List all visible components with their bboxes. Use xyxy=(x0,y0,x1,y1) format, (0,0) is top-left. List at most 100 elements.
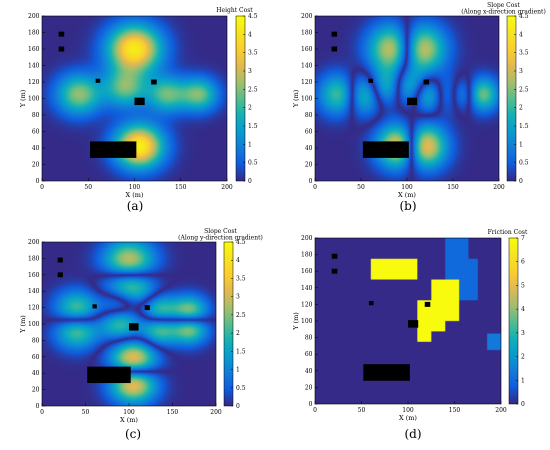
colorbar-tick-label: 1 xyxy=(519,141,523,148)
y-tick-label: 140 xyxy=(28,63,40,70)
x-tick-label: 200 xyxy=(210,409,222,416)
colorbar-tick-label: 4.5 xyxy=(519,13,529,20)
colorbar-tick-label: 4 xyxy=(519,31,523,38)
chart-panel-3: 0 50 100 150 200020406080100120140160180200X… xyxy=(19,228,263,441)
x-tick-label: 0 xyxy=(313,407,317,414)
y-tick-label: 80 xyxy=(305,335,313,342)
y-tick-label: 60 xyxy=(305,351,313,358)
colorbar-tick-label: 5 xyxy=(521,282,525,289)
y-tick-label: 40 xyxy=(32,370,40,377)
colorbar-tick-label: 4 xyxy=(248,31,252,38)
x-tick-label: 150 xyxy=(175,184,187,191)
y-tick-label: 120 xyxy=(28,305,40,312)
colorbar-tick-label: 3.5 xyxy=(519,50,529,57)
y-tick-label: 80 xyxy=(32,112,40,119)
obstacle-3 xyxy=(95,78,101,83)
colorbar-tick-label: 0 xyxy=(521,401,525,408)
y-tick-label: 0 xyxy=(36,178,40,185)
colorbar-title: Slope Cost xyxy=(204,228,237,235)
obstacle-4 xyxy=(144,305,150,311)
colorbar-tick-label: 3 xyxy=(236,294,240,301)
y-tick-label: 20 xyxy=(305,162,313,169)
colorbar-tick-label: 1.5 xyxy=(519,123,529,130)
panel-label: (c) xyxy=(125,427,141,441)
obstacle-4 xyxy=(151,79,157,85)
y-tick-label: 140 xyxy=(301,63,313,70)
colorbar-subtitle: (Along y-direction gradient) xyxy=(178,235,263,242)
colorbar xyxy=(509,238,518,404)
obstacle-1 xyxy=(57,257,63,263)
colorbar-title: Friction Cost xyxy=(488,229,528,236)
obstacle-5 xyxy=(407,97,418,106)
x-tick-label: 50 xyxy=(358,407,366,414)
y-tick-label: 40 xyxy=(32,145,40,152)
colorbar-tick-label: 1 xyxy=(236,367,240,374)
colorbar-tick-label: 0.5 xyxy=(519,160,529,167)
colorbar-tick-label: 1 xyxy=(248,141,252,148)
panel-label: (b) xyxy=(399,199,416,213)
x-axis-label: X (m) xyxy=(398,191,416,199)
y-tick-label: 100 xyxy=(301,318,313,325)
y-tick-label: 40 xyxy=(305,368,313,375)
y-tick-label: 120 xyxy=(28,79,40,86)
y-tick-label: 20 xyxy=(32,162,40,169)
y-tick-label: 160 xyxy=(28,46,40,53)
x-tick-label: 100 xyxy=(402,407,414,414)
y-tick-label: 60 xyxy=(305,129,313,136)
colorbar-subtitle: (Along x-direction gradient) xyxy=(461,9,546,16)
obstacle-6 xyxy=(87,366,131,384)
obstacle-6 xyxy=(363,364,410,381)
obstacle-1 xyxy=(331,31,338,37)
obstacle-2 xyxy=(57,272,63,278)
colorbar-title: Slope Cost xyxy=(487,2,520,9)
colorbar-tick-label: 3.5 xyxy=(248,50,258,57)
y-tick-label: 0 xyxy=(309,178,313,185)
colorbar-tick-label: 1.5 xyxy=(236,348,246,355)
y-tick-label: 160 xyxy=(28,272,40,279)
y-tick-label: 180 xyxy=(301,30,313,37)
y-tick-label: 0 xyxy=(36,403,40,410)
y-tick-label: 100 xyxy=(28,321,40,328)
obstacle-5 xyxy=(408,320,419,328)
obstacle-3 xyxy=(92,304,97,309)
obstacle-6 xyxy=(90,141,137,158)
panel-label: (a) xyxy=(127,199,144,213)
colorbar xyxy=(236,16,245,181)
colorbar-frame xyxy=(235,15,246,182)
x-tick-label: 200 xyxy=(495,407,507,414)
colorbar-tick-label: 0 xyxy=(236,403,240,410)
colorbar-tick-label: 4.5 xyxy=(248,13,258,20)
colorbar-tick-label: 2.5 xyxy=(236,312,246,319)
y-tick-label: 180 xyxy=(28,255,40,262)
x-tick-label: 100 xyxy=(129,184,141,191)
x-tick-label: 0 xyxy=(40,184,44,191)
y-tick-label: 140 xyxy=(28,288,40,295)
y-tick-label: 180 xyxy=(28,30,40,37)
colorbar xyxy=(507,16,516,181)
colorbar-frame xyxy=(506,15,517,182)
y-tick-label: 160 xyxy=(301,46,313,53)
colorbar-tick-label: 0 xyxy=(519,178,523,185)
colorbar-tick-label: 0.5 xyxy=(236,385,246,392)
colorbar-tick-label: 3 xyxy=(248,68,252,75)
obstacle-2 xyxy=(58,46,65,52)
panel-label: (d) xyxy=(404,427,421,441)
y-tick-label: 100 xyxy=(301,96,313,103)
colorbar-tick-label: 4 xyxy=(521,306,525,313)
y-tick-label: 200 xyxy=(28,13,40,20)
obstacle-2 xyxy=(331,268,338,274)
colorbar-tick-label: 0 xyxy=(248,178,252,185)
y-tick-label: 200 xyxy=(301,235,313,242)
x-axis-label: X (m) xyxy=(120,416,138,424)
x-axis-label: X (m) xyxy=(399,414,417,422)
y-tick-label: 60 xyxy=(32,129,40,136)
colorbar-tick-label: 2.5 xyxy=(248,86,258,93)
x-tick-label: 200 xyxy=(493,184,505,191)
y-tick-label: 120 xyxy=(301,79,313,86)
x-tick-label: 0 xyxy=(40,409,44,416)
y-tick-label: 140 xyxy=(301,285,313,292)
obstacle-5 xyxy=(134,97,145,106)
colorbar-tick-label: 7 xyxy=(521,235,525,242)
x-tick-label: 50 xyxy=(84,184,92,191)
obstacle-6 xyxy=(362,141,409,158)
